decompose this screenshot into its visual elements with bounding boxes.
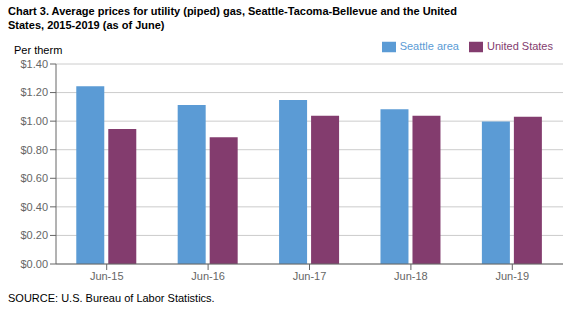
svg-text:$0.40: $0.40 (20, 201, 48, 213)
svg-text:$1.00: $1.00 (20, 115, 48, 127)
svg-text:Jun-17: Jun-17 (293, 270, 327, 282)
svg-text:Jun-19: Jun-19 (495, 270, 529, 282)
svg-text:Jun-16: Jun-16 (191, 270, 225, 282)
html-text:States, 2015-2019 (as of June): States, 2015-2019 (as of June) (8, 19, 165, 31)
html-text:Chart 3. Average prices for ut: Chart 3. Average prices for utility (pip… (8, 5, 457, 17)
svg-text:$1.40: $1.40 (20, 58, 48, 70)
svg-text:$0.80: $0.80 (20, 144, 48, 156)
html-text:Per therm: Per therm (14, 44, 63, 56)
svg-text:$0.60: $0.60 (20, 172, 48, 184)
svg-text:$1.20: $1.20 (20, 86, 48, 98)
svg-text:Jun-15: Jun-15 (90, 270, 124, 282)
svg-text:$0.20: $0.20 (20, 229, 48, 241)
svg-text:$0.00: $0.00 (20, 258, 48, 270)
html-text:SOURCE: U.S. Bureau of Labor S: SOURCE: U.S. Bureau of Labor Statistics. (8, 292, 215, 304)
html-text:Seattle area: Seattle area (399, 40, 459, 52)
svg-text:Jun-18: Jun-18 (394, 270, 428, 282)
html-text:United States: United States (487, 40, 553, 52)
